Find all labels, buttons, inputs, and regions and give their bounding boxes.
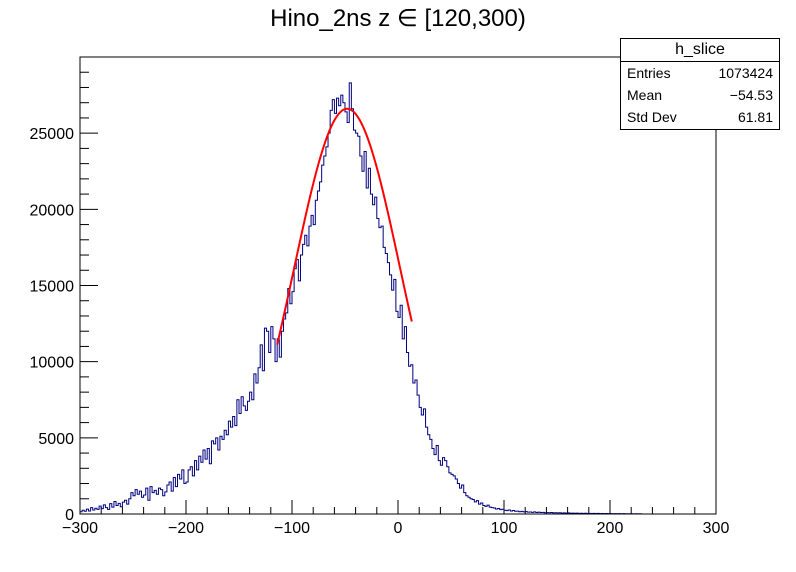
std-label: Std Dev [627,109,677,125]
entries-value: 1073424 [718,65,773,81]
x-tick-label: 0 [394,520,403,537]
stats-box: h_slice Entries 1073424 Mean −54.53 Std … [620,38,780,130]
y-tick-label: 5000 [38,431,74,448]
chart-title: Hino_2ns z ∈ [120,300) [270,5,526,32]
x-tick-label: −100 [274,520,310,537]
x-tick-label: 300 [703,520,730,537]
y-tick-label: 25000 [30,126,75,143]
x-tick-label: −300 [62,520,98,537]
x-tick-label: 200 [597,520,624,537]
x-tick-label: 100 [491,520,518,537]
y-tick-label: 20000 [30,202,75,219]
gaussian-fit-curve [276,107,413,345]
axis-tick-labels: −300 −200 −100 0 100 200 300 0 5000 10000 15000 200… [30,126,730,537]
entries-label: Entries [627,65,671,81]
y-tick-label: 0 [65,507,74,524]
x-tick-label: −200 [168,520,204,537]
y-tick-label: 10000 [30,355,75,372]
y-tick-label: 15000 [30,279,75,296]
histogram-outline [79,82,642,515]
axis-ticks [79,56,717,515]
stats-box-title: h_slice [621,39,779,62]
stats-row-mean: Mean −54.53 [621,84,779,106]
std-value: 61.81 [737,109,773,125]
stats-row-std: Std Dev 61.81 [621,106,779,128]
plot-frame [79,56,717,515]
mean-label: Mean [627,87,663,103]
mean-value: −54.53 [729,87,773,103]
stats-row-entries: Entries 1073424 [621,62,779,84]
